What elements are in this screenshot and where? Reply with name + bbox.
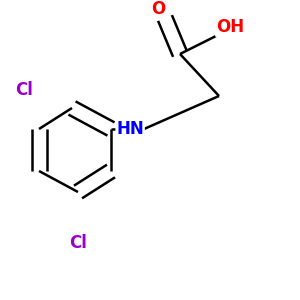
Text: Cl: Cl [15, 81, 33, 99]
Text: Cl: Cl [69, 234, 87, 252]
Text: OH: OH [216, 18, 244, 36]
Text: O: O [151, 0, 165, 18]
Text: Cl: Cl [15, 81, 33, 99]
Text: HN: HN [116, 120, 144, 138]
Text: Cl: Cl [69, 234, 87, 252]
Text: HN: HN [116, 120, 144, 138]
Text: O: O [151, 0, 165, 18]
Text: OH: OH [216, 18, 244, 36]
